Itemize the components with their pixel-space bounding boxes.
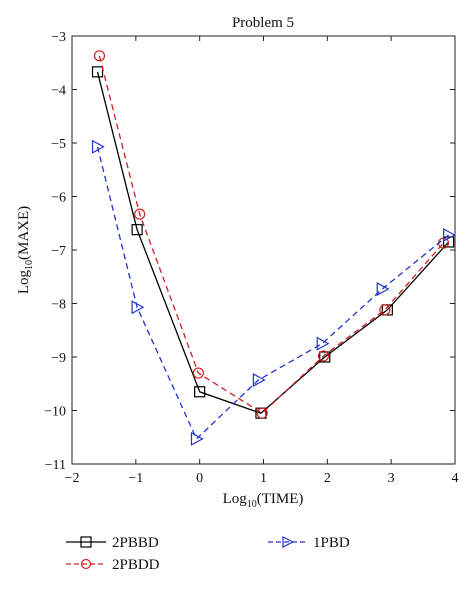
y-axis-label: Log10(MAXE) bbox=[16, 206, 35, 294]
series-layer bbox=[91, 50, 456, 446]
data-point-1pbd bbox=[316, 336, 330, 351]
y-tick-label: −7 bbox=[51, 244, 66, 259]
data-point-1pbd bbox=[91, 139, 105, 154]
y-axis-label-rest: (MAXE) bbox=[16, 206, 32, 260]
data-point-1pbd bbox=[131, 300, 145, 315]
legend-item-2pbdd: 2PBDD bbox=[66, 557, 160, 573]
data-point-2pbbd bbox=[381, 304, 393, 316]
legend: 2PBBD 2PBDD 1PBD bbox=[66, 535, 350, 573]
data-point-2pbdd bbox=[256, 407, 268, 419]
data-point-1pbd bbox=[376, 282, 390, 297]
data-point-2pbbd bbox=[319, 351, 331, 363]
x-axis-label-base: Log bbox=[223, 491, 248, 507]
y-axis-label-subscript: 10 bbox=[24, 260, 35, 270]
data-point-1pbd bbox=[252, 372, 266, 388]
x-tick-label: 4 bbox=[452, 471, 459, 486]
legend-marker-2pbdd bbox=[80, 558, 92, 570]
data-point-2pbdd bbox=[379, 304, 391, 316]
y-axis-ticks: −11 −10 −9 −8 −7 −6 −5 −4 −3 bbox=[44, 30, 455, 473]
data-point-1pbd bbox=[190, 431, 204, 446]
data-point-2pbdd bbox=[93, 50, 106, 62]
legend-marker-1pbd bbox=[282, 536, 295, 548]
legend-label-2pbdd: 2PBDD bbox=[112, 557, 160, 573]
y-tick-label: −5 bbox=[51, 137, 66, 152]
data-point-2pbbd bbox=[131, 224, 143, 236]
x-tick-label: 1 bbox=[260, 471, 267, 486]
y-tick-label: −11 bbox=[45, 458, 66, 473]
data-point-2pbbd bbox=[194, 386, 206, 398]
series-line-1pbd bbox=[96, 146, 450, 441]
x-tick-label: 2 bbox=[324, 471, 331, 486]
y-tick-label: −8 bbox=[51, 298, 66, 313]
data-point-2pbdd bbox=[317, 350, 330, 362]
chart-title: Problem 5 bbox=[232, 15, 294, 31]
x-tick-label: 3 bbox=[388, 471, 395, 486]
x-axis-label: Log10(TIME) bbox=[223, 491, 304, 510]
data-point-1pbd bbox=[443, 228, 456, 243]
y-tick-label: −9 bbox=[51, 351, 66, 366]
series-line-2pbdd bbox=[98, 55, 444, 415]
legend-label-2pbbd: 2PBBD bbox=[112, 535, 159, 551]
y-tick-label: −4 bbox=[51, 84, 66, 99]
y-tick-label: −6 bbox=[51, 191, 66, 206]
data-point-2pbbd bbox=[443, 236, 455, 248]
y-axis-label-base: Log bbox=[16, 270, 32, 295]
x-axis-label-rest: (TIME) bbox=[257, 491, 304, 507]
legend-item-2pbbd: 2PBBD bbox=[66, 535, 159, 551]
plot-frame bbox=[71, 35, 456, 465]
x-axis-ticks: −2 −1 0 1 2 3 4 bbox=[65, 36, 459, 486]
legend-marker-2pbbd bbox=[80, 536, 92, 548]
y-tick-label: −3 bbox=[51, 30, 66, 45]
series-line-2pbbd bbox=[96, 71, 450, 414]
data-point-2pbdd bbox=[134, 208, 146, 220]
x-axis-label-subscript: 10 bbox=[247, 499, 257, 510]
legend-label-1pbd: 1PBD bbox=[313, 535, 350, 551]
x-tick-label: −1 bbox=[128, 471, 143, 486]
data-point-2pbdd bbox=[192, 367, 204, 379]
y-tick-label: −10 bbox=[44, 405, 66, 420]
x-tick-label: 0 bbox=[196, 471, 203, 486]
legend-item-1pbd: 1PBD bbox=[268, 535, 350, 551]
data-point-2pbbd bbox=[91, 66, 104, 78]
x-tick-label: −2 bbox=[65, 471, 80, 486]
